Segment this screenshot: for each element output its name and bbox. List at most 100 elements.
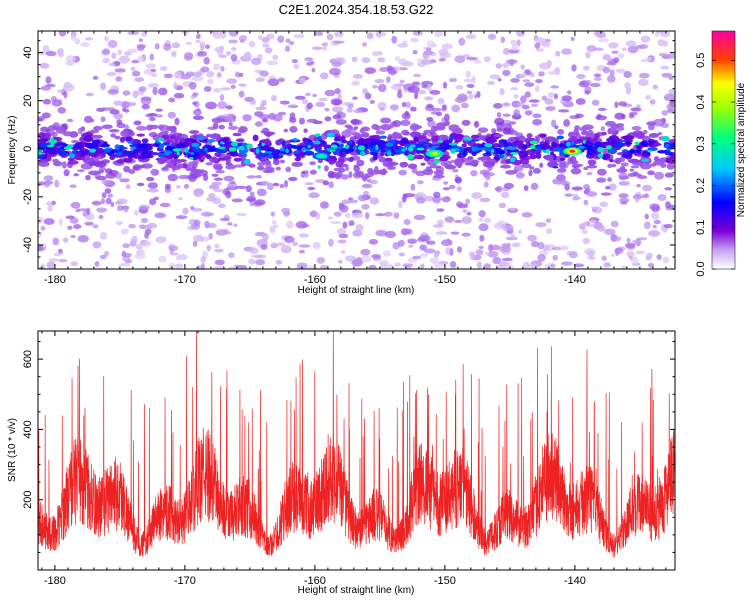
heatmap-cell <box>48 258 59 262</box>
heatmap-cell <box>465 198 471 205</box>
heatmap-cell <box>131 70 141 77</box>
heatmap-cell <box>412 50 418 55</box>
heatmap-cell <box>541 143 551 151</box>
heatmap-cell <box>304 169 309 178</box>
heatmap-cell <box>545 218 552 223</box>
heatmap-cell <box>524 110 533 116</box>
heatmap-cell <box>485 173 491 181</box>
heatmap-cell <box>408 244 414 248</box>
heatmap-cell <box>321 42 329 47</box>
heatmap-cell <box>524 82 535 87</box>
heatmap-cell <box>467 140 477 147</box>
heatmap-cell <box>379 107 386 111</box>
heatmap-cell <box>609 69 615 77</box>
heatmap-cell <box>566 250 578 256</box>
heatmap-cell <box>298 233 309 238</box>
y-tick-label: 40 <box>22 47 34 59</box>
heatmap-cell <box>100 82 107 90</box>
heatmap-cell <box>385 142 394 147</box>
heatmap-cell <box>193 219 201 226</box>
heatmap-cell <box>344 144 350 150</box>
heatmap-cell <box>369 197 380 205</box>
heatmap-cell <box>368 264 377 269</box>
heatmap-cell <box>155 140 160 144</box>
heatmap-cell <box>522 79 531 83</box>
heatmap-cell <box>257 34 263 40</box>
heatmap-cell <box>352 74 364 79</box>
heatmap-cell <box>284 180 288 188</box>
heatmap-cell <box>122 150 133 155</box>
heatmap-cell <box>597 107 607 111</box>
heatmap-cell <box>371 123 379 130</box>
heatmap-cell <box>416 147 425 151</box>
heatmap-cell <box>434 262 446 269</box>
heatmap-cell <box>214 46 225 53</box>
heatmap-cell <box>517 229 523 235</box>
heatmap-cell <box>58 31 67 37</box>
heatmap-cell <box>530 103 538 108</box>
heatmap-cell <box>521 163 532 169</box>
snr-x-axis-label: Height of straight line (km) <box>298 585 415 596</box>
heatmap-cell <box>279 147 285 152</box>
heatmap-cell <box>183 52 194 60</box>
heatmap-cell <box>283 235 295 244</box>
heatmap-cell <box>322 46 327 51</box>
heatmap-cell <box>645 94 651 100</box>
heatmap-cell <box>213 63 221 71</box>
heatmap-cell <box>433 250 440 258</box>
heatmap-cell <box>351 56 358 62</box>
heatmap-cell <box>75 208 81 213</box>
heatmap-cell <box>520 64 526 70</box>
heatmap-cell <box>530 262 538 269</box>
heatmap-cell <box>266 60 279 66</box>
heatmap-cell <box>295 221 308 229</box>
heatmap-cell <box>498 154 505 159</box>
heatmap-cell <box>70 261 78 267</box>
heatmap-cell <box>85 174 91 181</box>
heatmap-cell <box>114 201 123 205</box>
heatmap-cell <box>291 59 298 64</box>
heatmap-cell <box>630 107 642 112</box>
heatmap-cell <box>467 156 474 160</box>
heatmap-cell <box>316 257 326 264</box>
heatmap-cell <box>230 147 237 152</box>
heatmap-cell <box>324 89 336 97</box>
heatmap-cell <box>352 171 362 179</box>
heatmap-cell <box>190 206 195 210</box>
heatmap-cell <box>348 197 354 201</box>
heatmap-cell <box>147 113 158 117</box>
heatmap-cell <box>608 183 617 191</box>
heatmap-cell <box>634 197 639 203</box>
heatmap-cell <box>182 207 189 215</box>
heatmap-cell <box>205 101 217 110</box>
heatmap-cell <box>448 142 458 146</box>
heatmap-cell <box>163 135 170 140</box>
heatmap-cell <box>394 66 400 72</box>
heatmap-cell <box>189 130 200 135</box>
heatmap-cell <box>528 166 535 170</box>
heatmap-cell <box>294 157 301 162</box>
heatmap-cell <box>631 126 642 131</box>
heatmap-cell <box>435 231 448 235</box>
heatmap-cell <box>190 152 195 155</box>
heatmap-cell <box>487 137 498 144</box>
heatmap-cell <box>644 213 649 220</box>
heatmap-cell <box>217 146 226 150</box>
heatmap-cell <box>176 151 180 156</box>
heatmap-cell <box>136 143 149 149</box>
heatmap-cell <box>398 58 408 66</box>
heatmap-cell <box>594 73 602 78</box>
heatmap-y-axis-label: Frequency (Hz) <box>7 116 18 185</box>
heatmap-cell <box>586 45 597 52</box>
heatmap-cell <box>159 66 168 71</box>
heatmap-cell <box>61 149 66 156</box>
heatmap-cell <box>338 204 349 213</box>
heatmap-cell <box>266 182 274 191</box>
heatmap-cell <box>585 79 592 85</box>
heatmap-cell <box>377 84 387 92</box>
heatmap-cell <box>333 211 342 217</box>
heatmap-cell <box>413 136 419 142</box>
heatmap-cell <box>264 131 276 135</box>
heatmap-cell <box>113 100 124 106</box>
heatmap-cell <box>648 140 654 146</box>
